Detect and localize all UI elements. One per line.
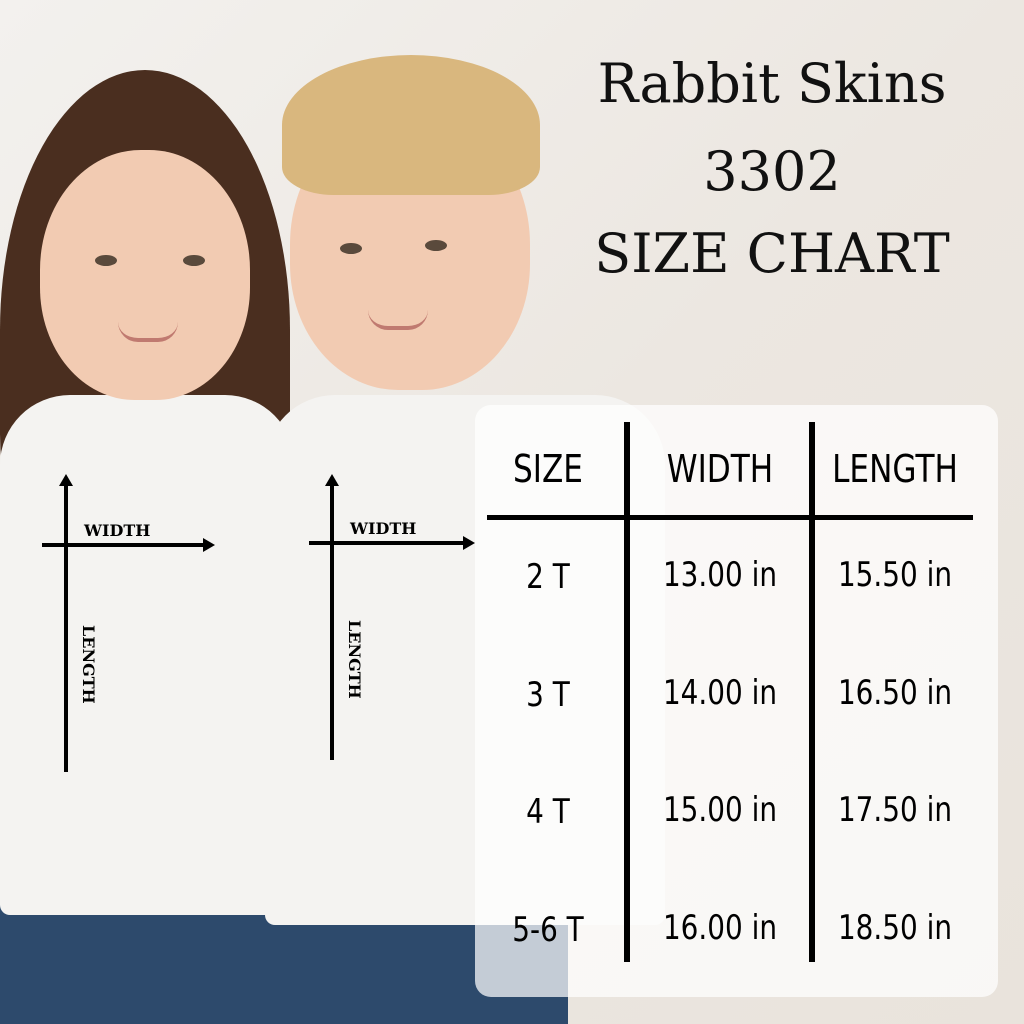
title-brand: Rabbit Skins [597, 52, 947, 115]
cell-width: 14.00 in [662, 673, 778, 713]
column-divider [809, 422, 815, 962]
cell-length: 18.50 in [837, 908, 953, 948]
header-width: WIDTH [666, 447, 774, 491]
header-size: SIZE [512, 447, 584, 491]
width-label: WIDTH [350, 519, 417, 538]
title-size-chart: SIZE CHART [594, 222, 950, 285]
arrow-up-icon [325, 474, 339, 486]
arrow-up-icon [59, 474, 73, 486]
cell-length: 15.50 in [837, 555, 953, 595]
header-divider [487, 515, 973, 520]
header-length: LENGTH [832, 447, 958, 491]
cell-size: 3 T [526, 675, 570, 715]
title-model: 3302 [703, 140, 841, 203]
size-table-panel [475, 405, 998, 997]
width-arrow [42, 543, 204, 547]
column-divider [624, 422, 630, 962]
width-label: WIDTH [84, 521, 151, 540]
length-arrow [64, 482, 68, 772]
cell-size: 5-6 T [512, 910, 584, 950]
length-label: LENGTH [79, 625, 98, 704]
cell-length: 17.50 in [837, 790, 953, 830]
arrow-right-icon [463, 536, 475, 550]
cell-size: 4 T [526, 792, 570, 832]
length-arrow [330, 482, 334, 760]
length-label: LENGTH [345, 620, 364, 699]
cell-width: 15.00 in [662, 790, 778, 830]
width-arrow [309, 541, 465, 545]
cell-size: 2 T [526, 557, 570, 597]
arrow-right-icon [203, 538, 215, 552]
cell-width: 13.00 in [662, 555, 778, 595]
cell-length: 16.50 in [837, 673, 953, 713]
cell-width: 16.00 in [662, 908, 778, 948]
